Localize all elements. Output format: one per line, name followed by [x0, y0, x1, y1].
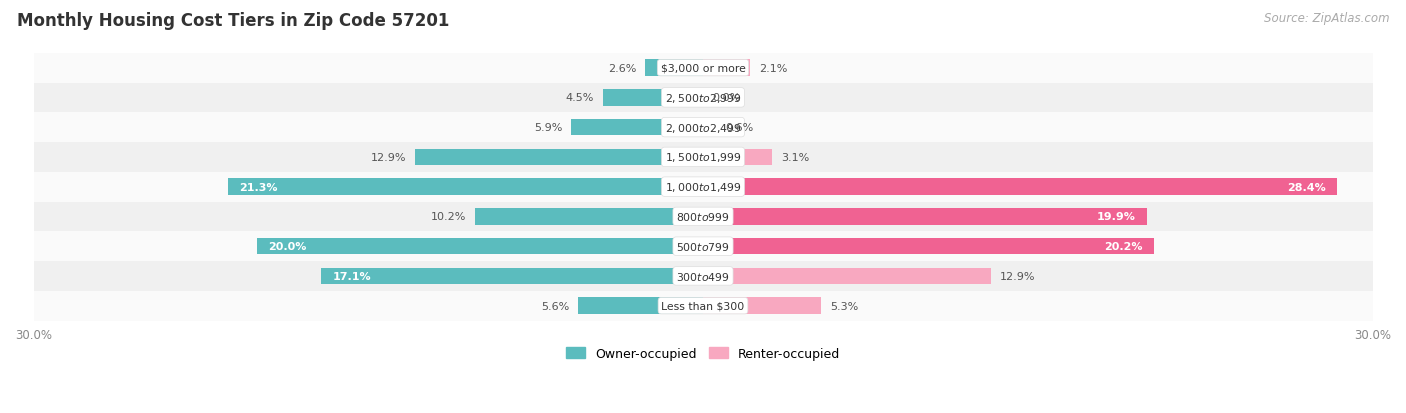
- Bar: [34, 113, 1372, 142]
- Bar: [34, 261, 1372, 291]
- Text: $3,000 or more: $3,000 or more: [661, 64, 745, 74]
- Text: 4.5%: 4.5%: [565, 93, 593, 103]
- Text: $2,500 to $2,999: $2,500 to $2,999: [665, 92, 741, 104]
- Text: 19.9%: 19.9%: [1097, 212, 1136, 222]
- Text: 20.2%: 20.2%: [1104, 242, 1143, 252]
- Text: $300 to $499: $300 to $499: [676, 270, 730, 282]
- Text: Monthly Housing Cost Tiers in Zip Code 57201: Monthly Housing Cost Tiers in Zip Code 5…: [17, 12, 450, 30]
- Bar: [34, 232, 1372, 261]
- Bar: [703, 238, 1154, 255]
- Bar: [34, 172, 1372, 202]
- Bar: [571, 120, 703, 136]
- Bar: [703, 179, 1337, 195]
- Bar: [703, 298, 821, 314]
- Text: 20.0%: 20.0%: [267, 242, 307, 252]
- Bar: [34, 202, 1372, 232]
- Bar: [257, 238, 703, 255]
- Bar: [34, 291, 1372, 321]
- Bar: [703, 268, 991, 285]
- Bar: [322, 268, 703, 285]
- Text: 5.3%: 5.3%: [830, 301, 859, 311]
- Bar: [703, 150, 772, 166]
- Text: Source: ZipAtlas.com: Source: ZipAtlas.com: [1264, 12, 1389, 25]
- Bar: [703, 120, 717, 136]
- Bar: [703, 60, 749, 77]
- Text: 17.1%: 17.1%: [333, 271, 371, 281]
- Text: $800 to $999: $800 to $999: [676, 211, 730, 223]
- Bar: [475, 209, 703, 225]
- Text: 12.9%: 12.9%: [1000, 271, 1035, 281]
- Text: 3.1%: 3.1%: [782, 152, 810, 162]
- Text: $1,000 to $1,499: $1,000 to $1,499: [665, 181, 741, 194]
- Bar: [703, 209, 1147, 225]
- Bar: [34, 83, 1372, 113]
- Bar: [228, 179, 703, 195]
- Text: 21.3%: 21.3%: [239, 182, 277, 192]
- Text: $1,500 to $1,999: $1,500 to $1,999: [665, 151, 741, 164]
- Text: 0.0%: 0.0%: [711, 93, 740, 103]
- Legend: Owner-occupied, Renter-occupied: Owner-occupied, Renter-occupied: [561, 342, 845, 365]
- Text: $500 to $799: $500 to $799: [676, 240, 730, 252]
- Text: Less than $300: Less than $300: [661, 301, 745, 311]
- Text: $2,000 to $2,499: $2,000 to $2,499: [665, 121, 741, 134]
- Text: 2.6%: 2.6%: [607, 64, 636, 74]
- Text: 5.6%: 5.6%: [541, 301, 569, 311]
- Text: 2.1%: 2.1%: [759, 64, 787, 74]
- Bar: [645, 60, 703, 77]
- Text: 28.4%: 28.4%: [1286, 182, 1326, 192]
- Text: 0.6%: 0.6%: [725, 123, 754, 133]
- Bar: [34, 54, 1372, 83]
- Text: 5.9%: 5.9%: [534, 123, 562, 133]
- Bar: [578, 298, 703, 314]
- Text: 10.2%: 10.2%: [432, 212, 467, 222]
- Bar: [603, 90, 703, 106]
- Bar: [415, 150, 703, 166]
- Text: 12.9%: 12.9%: [371, 152, 406, 162]
- Bar: [34, 142, 1372, 172]
